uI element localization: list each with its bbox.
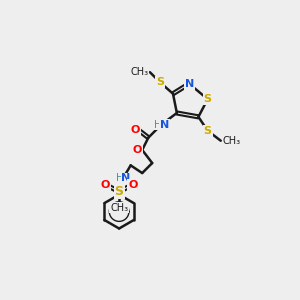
Text: CH₃: CH₃	[222, 136, 240, 146]
Text: CH₃: CH₃	[130, 67, 148, 77]
Text: O: O	[130, 125, 140, 135]
Text: O: O	[128, 180, 138, 190]
Text: CH₃: CH₃	[110, 203, 128, 213]
Text: O: O	[133, 145, 142, 155]
Text: N: N	[185, 79, 195, 89]
Text: S: S	[204, 94, 212, 104]
Text: H: H	[116, 173, 124, 184]
Text: S: S	[204, 126, 212, 136]
Text: N: N	[122, 173, 131, 184]
Text: H: H	[154, 119, 161, 130]
Text: N: N	[160, 119, 169, 130]
Text: S: S	[115, 185, 124, 198]
Text: S: S	[156, 77, 164, 87]
Text: O: O	[100, 180, 110, 190]
